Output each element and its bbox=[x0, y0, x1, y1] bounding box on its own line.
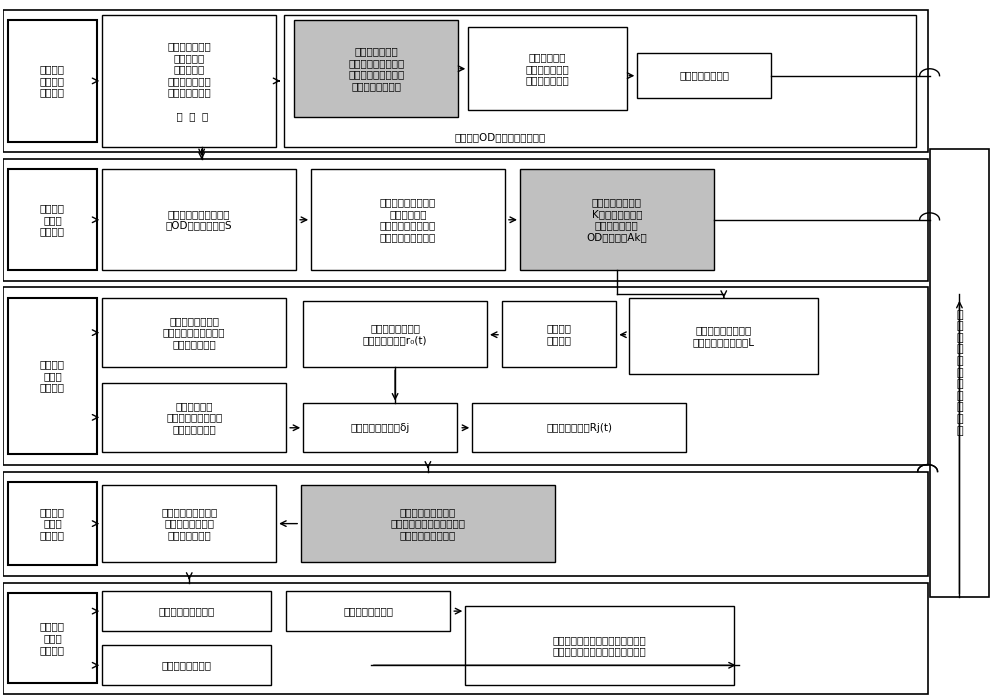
Bar bbox=[3, 472, 928, 575]
Bar bbox=[8, 20, 97, 141]
Bar bbox=[102, 15, 276, 146]
Bar bbox=[102, 383, 286, 452]
Bar bbox=[303, 302, 487, 368]
Text: 优化结果
输出及
验证模块: 优化结果 输出及 验证模块 bbox=[40, 622, 65, 654]
Text: 优化的发车时刻表: 优化的发车时刻表 bbox=[162, 660, 212, 671]
Bar bbox=[637, 52, 771, 98]
Bar bbox=[3, 582, 928, 694]
Bar bbox=[301, 485, 555, 562]
Bar bbox=[303, 403, 457, 452]
Bar bbox=[8, 169, 97, 270]
Bar bbox=[8, 298, 97, 454]
Bar bbox=[930, 148, 989, 596]
Text: 给定时间间隔内乘客
站点平均到达率序列L: 给定时间间隔内乘客 站点平均到达率序列L bbox=[693, 326, 755, 347]
Bar bbox=[311, 169, 505, 270]
Text: 站间客流OD分配矩阵提取程序: 站间客流OD分配矩阵提取程序 bbox=[454, 132, 546, 142]
Bar bbox=[102, 591, 271, 631]
Bar bbox=[102, 485, 276, 562]
Bar bbox=[472, 403, 686, 452]
Bar bbox=[465, 606, 734, 685]
Text: 优化的分时发车间隔: 优化的分时发车间隔 bbox=[159, 606, 215, 616]
Bar bbox=[502, 302, 616, 368]
Text: 有序样本聚类分析；
类直径定义；
分类损失函数计算；
最优分类方案确定；: 有序样本聚类分析； 类直径定义； 分类损失函数计算； 最优分类方案确定； bbox=[380, 197, 436, 242]
Bar bbox=[3, 159, 928, 281]
Bar bbox=[468, 27, 627, 111]
Text: 客流数据
提取及预
处理模块: 客流数据 提取及预 处理模块 bbox=[40, 64, 65, 97]
Bar bbox=[8, 593, 97, 683]
Bar bbox=[284, 15, 916, 146]
Text: 现行的发车时刻表: 现行的发车时刻表 bbox=[343, 606, 393, 616]
Bar bbox=[102, 169, 296, 270]
Text: 调度模型
构建及
解析模块: 调度模型 构建及 解析模块 bbox=[40, 507, 65, 540]
Text: 站台乘客
到达率
提取模块: 站台乘客 到达率 提取模块 bbox=[40, 359, 65, 393]
Bar bbox=[629, 298, 818, 374]
Text: 站间客流
分配律
提取模块: 站间客流 分配律 提取模块 bbox=[40, 203, 65, 237]
Text: 平均候车时间、车内实时平均乘客
数、平均满载率等指标的对比验证: 平均候车时间、车内实时平均乘客 数、平均满载率等指标的对比验证 bbox=[553, 635, 646, 657]
Text: 运营日时段划分数
K及各时段起讫；
各时段站间客流
OD分配矩阵Ak；: 运营日时段划分数 K及各时段起讫； 各时段站间客流 OD分配矩阵Ak； bbox=[586, 197, 647, 242]
Text: 混合遗传算法求解；
编码、解码设计；
算法流程设计；: 混合遗传算法求解； 编码、解码设计； 算法流程设计； bbox=[161, 507, 217, 540]
Bar bbox=[102, 645, 271, 685]
Text: 调度优化模型构建；
分时等间隔发车模型构建；
优化目标函数选取；: 调度优化模型构建； 分时等间隔发车模型构建； 优化目标函数选取； bbox=[390, 507, 465, 540]
Text: 原始交易信息：
交易类型；
交易时间；
交易车站信息；
交易设备信息；

  。  。  。: 原始交易信息： 交易类型； 交易时间； 交易车站信息； 交易设备信息； 。 。 … bbox=[167, 41, 211, 120]
Bar bbox=[294, 20, 458, 118]
Text: 三次线性
插值处理: 三次线性 插值处理 bbox=[547, 323, 572, 345]
Text: 站
点
平
均
到
达
率
提
取
程
序: 站 点 平 均 到 达 率 提 取 程 序 bbox=[956, 309, 963, 435]
Bar bbox=[8, 482, 97, 566]
Text: 站点平面布置图；
通道和楼梯基本尺寸；
乘客进站路径；: 站点平面布置图； 通道和楼梯基本尺寸； 乘客进站路径； bbox=[163, 316, 225, 349]
Text: 有效性验证；
删减错误数据；
填补缺省数据；: 有效性验证； 删减错误数据； 填补缺省数据； bbox=[526, 52, 570, 85]
Bar bbox=[520, 169, 714, 270]
Bar bbox=[3, 10, 928, 152]
Text: 随时间连续变化的
乘客站点到达率r₀(t): 随时间连续变化的 乘客站点到达率r₀(t) bbox=[363, 323, 427, 345]
Text: 客流数据提取；
出站交易记录提取；
上、下行数据分流；
有效数据项提取；: 客流数据提取； 出站交易记录提取； 上、下行数据分流； 有效数据项提取； bbox=[348, 46, 404, 91]
Text: 视频监测器；
通道和楼梯客流量；
乘客步速数据；: 视频监测器； 通道和楼梯客流量； 乘客步速数据； bbox=[166, 401, 222, 434]
Text: 乘客站内走行时间δj: 乘客站内走行时间δj bbox=[350, 423, 410, 433]
Bar bbox=[3, 288, 928, 465]
Text: 单位时间间隔内站间客
流OD分配矩阵序列S: 单位时间间隔内站间客 流OD分配矩阵序列S bbox=[166, 209, 232, 230]
Text: 乘客站台到达率Rj(t): 乘客站台到达率Rj(t) bbox=[546, 423, 612, 433]
Bar bbox=[102, 298, 286, 368]
Bar bbox=[286, 591, 450, 631]
Text: 有效乘客交易信息: 有效乘客交易信息 bbox=[679, 70, 729, 80]
